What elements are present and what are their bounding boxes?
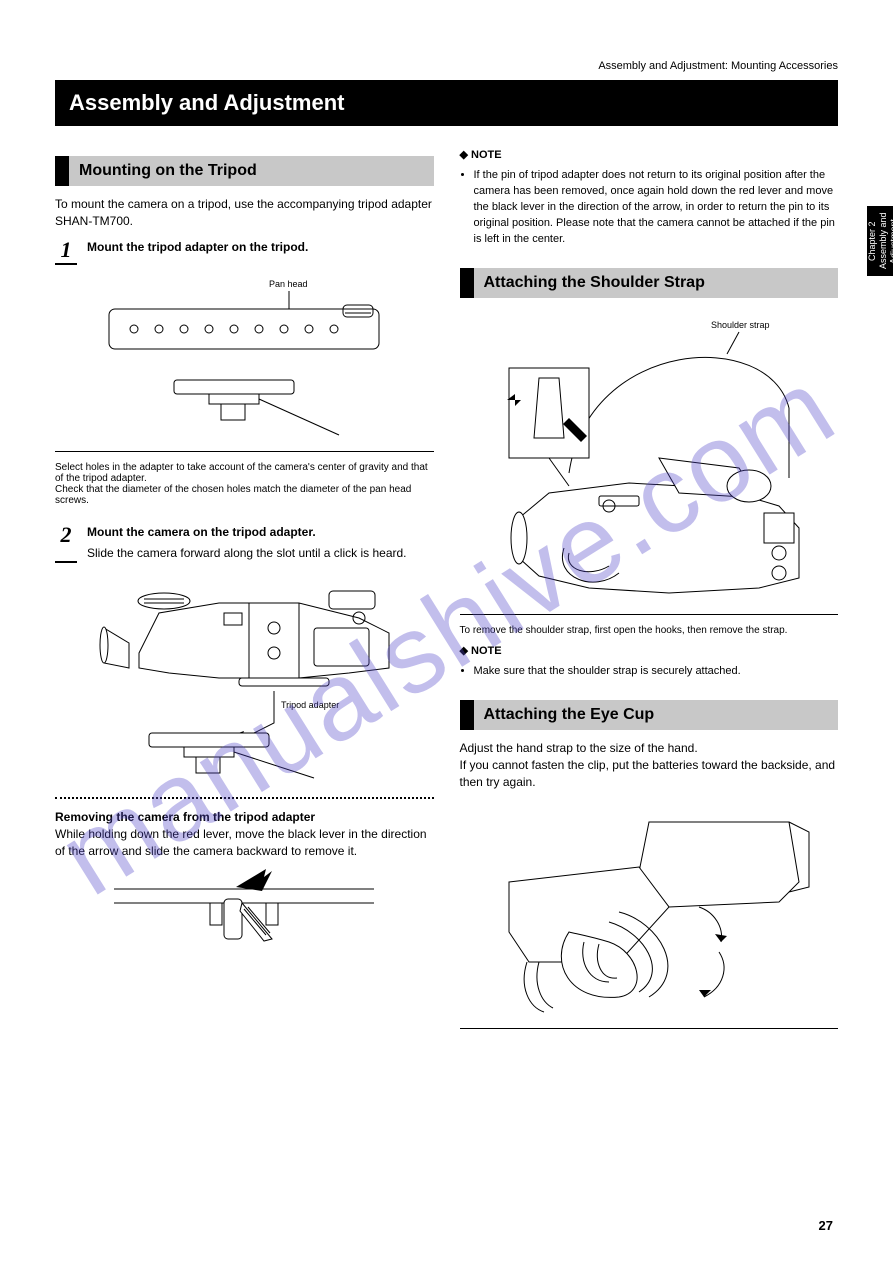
chapter-title: Assembly and Adjustment (55, 80, 838, 126)
section-stub (460, 268, 474, 298)
remove-heading: Removing the camera from the tripod adap… (55, 809, 434, 826)
tripod-note-heading: ◆ NOTE (460, 148, 839, 164)
fig1-caption: Select holes in the adapter to take acco… (55, 462, 434, 506)
fig1-label-panhead: Pan head (269, 279, 308, 289)
section-title-tripod: Mounting on the Tripod (69, 156, 434, 186)
tripod-note-block: ◆ NOTE If the pin of tripod adapter does… (460, 148, 839, 248)
step-2-bold: Mount the camera on the tripod adapter. (87, 525, 316, 539)
rule-after-strap-fig (460, 614, 839, 615)
section-title-strap: Attaching the Shoulder Strap (474, 268, 839, 298)
side-tab: Chapter 2 Assembly and Adjustment (867, 206, 893, 276)
strap-remove-text: To remove the shoulder strap, first open… (460, 625, 839, 636)
step-2: 2 Mount the camera on the tripod adapter… (55, 524, 434, 563)
step-2-text: Mount the camera on the tripod adapter. … (87, 524, 434, 563)
strap-note-list: Make sure that the shoulder strap is sec… (474, 664, 839, 680)
step-1-bold: Mount the tripod adapter on the tripod. (87, 240, 308, 254)
step-1: 1 Mount the tripod adapter on the tripod… (55, 239, 434, 265)
divider-dotted (55, 797, 434, 799)
section-heading-strap: Attaching the Shoulder Strap (460, 268, 839, 298)
figure-mount-camera: Tripod adapter (79, 573, 409, 783)
section-heading-eyecup: Attaching the Eye Cup (460, 700, 839, 730)
tripod-note-list: If the pin of tripod adapter does not re… (474, 168, 839, 248)
right-column: ◆ NOTE If the pin of tripod adapter does… (460, 144, 839, 1039)
figure-release-lever (114, 869, 374, 949)
strap-label: Shoulder strap (711, 320, 770, 330)
content-columns: Mounting on the Tripod To mount the came… (55, 144, 838, 1039)
remove-text: While holding down the red lever, move t… (55, 826, 434, 861)
page-number: 27 (819, 1218, 833, 1233)
tripod-note-item: If the pin of tripod adapter does not re… (474, 168, 839, 248)
step-2-detail: Slide the camera forward along the slot … (87, 545, 434, 562)
eyecup-text-2: If you cannot fasten the clip, put the b… (460, 757, 839, 792)
fig2-label: Tripod adapter (281, 700, 339, 710)
section-heading-tripod: Mounting on the Tripod (55, 156, 434, 186)
page-root: manualshive.com Chapter 2 Assembly and A… (0, 0, 893, 1263)
figure-shoulder-strap: Shoulder strap (469, 308, 829, 608)
eyecup-text-1: Adjust the hand strap to the size of the… (460, 740, 839, 757)
tripod-intro: To mount the camera on a tripod, use the… (55, 196, 434, 231)
rule-after-eyecup-fig (460, 1028, 839, 1029)
strap-note-item: Make sure that the shoulder strap is sec… (474, 664, 839, 680)
section-title-eyecup: Attaching the Eye Cup (474, 700, 839, 730)
tripod-intro-text: To mount the camera on a tripod, use the… (55, 196, 434, 231)
figure-adapter-plate: Pan head (79, 275, 409, 445)
step-2-number: 2 (55, 524, 77, 563)
section-stub (55, 156, 69, 186)
section-stub (460, 700, 474, 730)
left-column: Mounting on the Tripod To mount the came… (55, 144, 434, 1039)
step-1-text: Mount the tripod adapter on the tripod. (87, 239, 434, 265)
step-1-number: 1 (55, 239, 77, 265)
figure-hand-strap (479, 802, 819, 1022)
strap-note-block: ◆ NOTE Make sure that the shoulder strap… (460, 644, 839, 680)
strap-note-heading: ◆ NOTE (460, 644, 839, 660)
running-head: Assembly and Adjustment: Mounting Access… (55, 60, 838, 72)
rule-after-fig1 (55, 451, 434, 452)
